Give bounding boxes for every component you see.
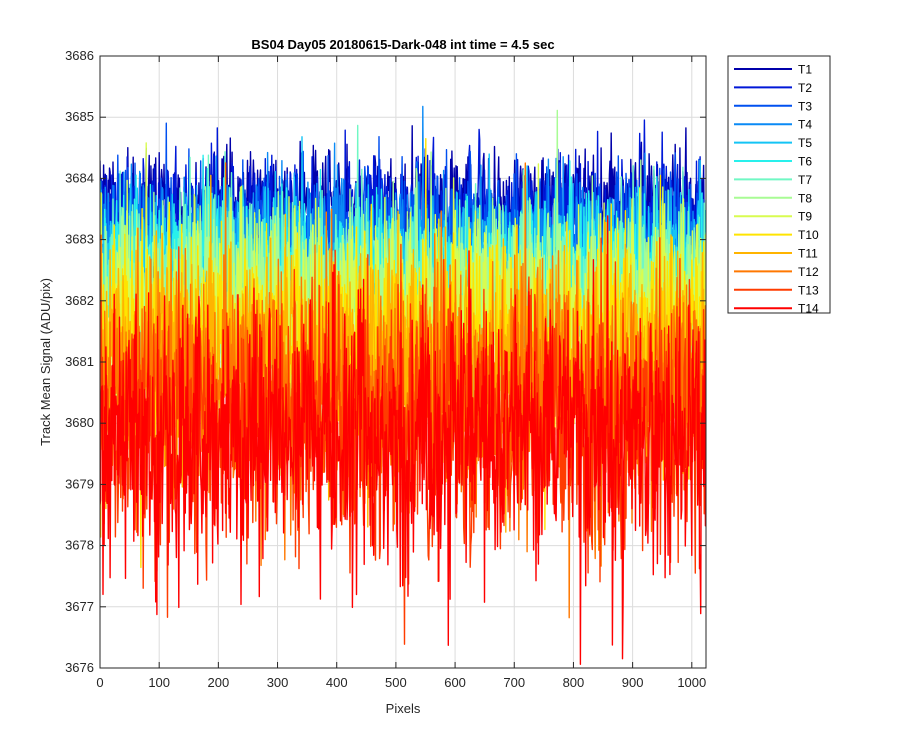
legend-label-t12: T12 <box>798 265 819 279</box>
x-tick-label: 200 <box>208 675 230 690</box>
x-tick-label: 600 <box>444 675 466 690</box>
series-line-t14 <box>100 215 706 665</box>
x-tick-label: 0 <box>96 675 103 690</box>
y-tick-label: 3685 <box>65 109 94 124</box>
x-tick-label: 300 <box>267 675 289 690</box>
x-tick-label: 500 <box>385 675 407 690</box>
legend-label-t9: T9 <box>798 210 812 224</box>
legend-label-t4: T4 <box>798 118 812 132</box>
legend-label-t5: T5 <box>798 136 812 150</box>
legend-box <box>727 55 831 314</box>
legend-label-t3: T3 <box>798 99 812 113</box>
legend-label-t6: T6 <box>798 155 812 169</box>
legend-label-t11: T11 <box>798 247 818 261</box>
y-tick-label: 3681 <box>65 354 94 369</box>
legend-label-t2: T2 <box>798 81 812 95</box>
x-tick-label: 1000 <box>677 675 706 690</box>
x-tick-label: 800 <box>563 675 585 690</box>
y-tick-label: 3680 <box>65 415 94 430</box>
y-tick-label: 3676 <box>65 660 94 675</box>
y-tick-label: 3683 <box>65 232 94 247</box>
axis-ticks: 0 100 200 300 400 500 600 700 800 900 1000 3676 3677… <box>65 48 706 690</box>
legend-label-t13: T13 <box>798 283 819 297</box>
y-tick-label: 3684 <box>65 170 94 185</box>
x-tick-label: 900 <box>622 675 644 690</box>
legend: T1 T2 T3 T4 T5 T6 T7 T8 T9 T10 T11 T12 T13 T14 <box>727 55 831 316</box>
legend-label-t7: T7 <box>798 173 812 187</box>
y-tick-label: 3677 <box>65 599 94 614</box>
series-layer <box>100 105 706 665</box>
legend-label-t8: T8 <box>798 191 812 205</box>
x-axis-label: Pixels <box>386 701 421 716</box>
legend-label-t10: T10 <box>798 228 819 242</box>
chart-title: BS04 Day05 20180615-Dark-048 int time = … <box>251 37 554 52</box>
y-tick-label: 3678 <box>65 538 94 553</box>
legend-label-t1: T1 <box>798 63 812 77</box>
x-tick-label: 100 <box>148 675 170 690</box>
y-tick-label: 3682 <box>65 293 94 308</box>
y-tick-label: 3679 <box>65 476 94 491</box>
y-tick-label: 3686 <box>65 48 94 63</box>
y-axis-label: Track Mean Signal (ADU/pix) <box>38 278 53 446</box>
x-tick-label: 400 <box>326 675 348 690</box>
x-tick-label: 700 <box>503 675 525 690</box>
legend-label-t14: T14 <box>798 302 819 316</box>
